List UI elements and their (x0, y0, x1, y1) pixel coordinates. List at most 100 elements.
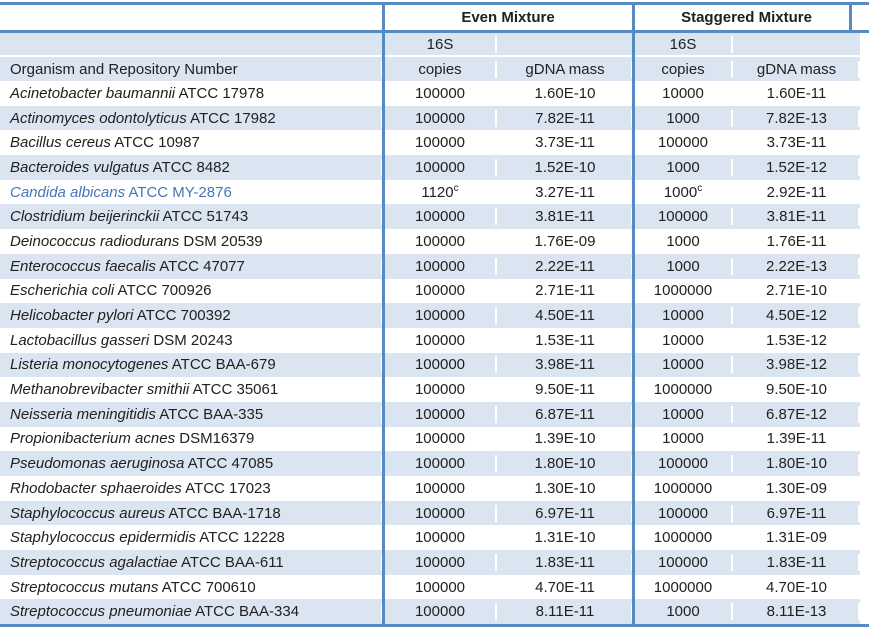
even-copies-cell: 100000 (414, 331, 466, 349)
organism-cell: Deinococcus radiodurans DSM 20539 (10, 232, 263, 250)
staggered-copies-label: copies (633, 61, 733, 78)
staggered-gdna-cell: 1.83E-11 (733, 554, 860, 571)
even-gdna-cell: 1.31E-10 (534, 529, 596, 547)
even-copies-label: copies (383, 61, 497, 78)
staggered-gdna-cell: 2.71E-10 (766, 282, 827, 300)
group-header-even: Even Mixture (461, 9, 555, 26)
even-copies-cell: 100000 (383, 258, 497, 275)
organism-cell: Escherichia coli ATCC 700926 (10, 282, 212, 300)
even-gdna-cell: 2.71E-11 (535, 282, 595, 300)
staggered-gdna-cell: 3.81E-11 (733, 208, 860, 225)
organism-name: Escherichia coli (10, 282, 115, 300)
even-copies-cell: 100000 (414, 282, 466, 300)
staggered-copies-cell: 10000 (662, 331, 704, 349)
organism-name: Deinococcus radiodurans (10, 232, 180, 250)
even-gdna-cell: 1.53E-11 (535, 331, 595, 349)
staggered-copies-cell: 1000c (663, 182, 703, 201)
organism-name: Streptococcus pneumoniae (10, 603, 192, 621)
organism-cell: Enterococcus faecalis ATCC 47077 (0, 258, 383, 275)
organism-cell: Lactobacillus gasseri DSM 20243 (10, 331, 233, 349)
organism-name: Staphylococcus epidermidis (10, 529, 196, 547)
table-row: Bacillus cereus ATCC 10987 100000 3.73E-11… (0, 130, 860, 155)
even-copies-cell: 100000 (383, 208, 497, 225)
organism-cell: Pseudomonas aeruginosa ATCC 47085 (0, 455, 383, 472)
organism-name: Clostridium beijerinckii (10, 208, 160, 226)
even-copies-cell: 1120c (421, 182, 459, 201)
table-row: Escherichia coli ATCC 700926 100000 2.71E-… (0, 279, 860, 304)
even-gdna-cell: 1.39E-10 (534, 430, 596, 448)
subheader-block: 16S 16S Organism and Repository Number c… (0, 33, 860, 81)
staggered-gdna-cell: 1.39E-11 (766, 430, 827, 448)
organism-cell: Staphylococcus aureus ATCC BAA-1718 (0, 505, 383, 522)
organism-name: Staphylococcus aureus (10, 504, 166, 522)
even-copies-cell: 100000 (383, 455, 497, 472)
staggered-copies-cell: 10000 (633, 406, 733, 423)
organism-name: Acinetobacter baumannii (10, 84, 176, 102)
even-gdna-cell: 1.30E-10 (534, 479, 596, 497)
subheader-line-1: 16S 16S (0, 33, 860, 55)
even-gdna-cell: 3.98E-11 (497, 356, 633, 373)
staggered-gdna-cell: 8.11E-13 (733, 603, 860, 620)
organism-name: Actinomyces odontolyticus (10, 109, 187, 127)
staggered-copies-cell: 1000000 (653, 479, 713, 497)
staggered-copies-cell: 100000 (633, 208, 733, 225)
subheader-line-2: Organism and Repository Number copies gD… (0, 57, 860, 81)
table-row: Pseudomonas aeruginosa ATCC 47085 100000 1… (0, 451, 860, 476)
even-16s-label: 16S (383, 36, 497, 53)
staggered-gdna-cell: 4.70E-10 (766, 578, 827, 596)
even-gdna-cell: 4.50E-11 (497, 307, 633, 324)
even-copies-cell: 100000 (414, 84, 466, 102)
even-copies-cell: 100000 (383, 159, 497, 176)
organism-cell: Bacteroides vulgatus ATCC 8482 (0, 159, 383, 176)
even-gdna-cell: 1.60E-10 (534, 84, 596, 102)
organism-cell: Neisseria meningitidis ATCC BAA-335 (0, 406, 383, 423)
organism-name: Propionibacterium acnes (10, 430, 176, 448)
footnote-marker: c (697, 182, 703, 194)
staggered-copies-cell: 100000 (633, 505, 733, 522)
staggered-copies-cell: 1000000 (653, 282, 713, 300)
organism-cell: Acinetobacter baumannii ATCC 17978 (10, 84, 265, 102)
even-copies-cell: 100000 (414, 430, 466, 448)
organism-cell: Actinomyces odontolyticus ATCC 17982 (0, 110, 383, 127)
staggered-gdna-cell: 1.60E-11 (766, 84, 827, 102)
staggered-gdna-cell: 2.22E-13 (733, 258, 860, 275)
even-copies-cell: 100000 (383, 110, 497, 127)
table-row: Bacteroides vulgatus ATCC 8482 100000 1.52… (0, 155, 860, 180)
organism-cell: Streptococcus agalactiae ATCC BAA-611 (0, 554, 383, 571)
organism-cell: Propionibacterium acnes DSM16379 (10, 430, 255, 448)
staggered-gdna-label: gDNA mass (733, 61, 860, 78)
staggered-gdna-cell: 1.53E-12 (766, 331, 827, 349)
even-gdna-cell: 3.27E-11 (535, 183, 595, 201)
staggered-gdna-cell: 1.76E-11 (766, 232, 827, 250)
even-copies-cell: 100000 (414, 232, 466, 250)
staggered-copies-cell: 1000 (633, 110, 733, 127)
staggered-gdna-cell: 1.30E-09 (766, 479, 827, 497)
table-row: Methanobrevibacter smithii ATCC 35061 100… (0, 377, 860, 402)
organism-cell: Helicobacter pylori ATCC 700392 (0, 307, 383, 324)
staggered-gdna-cell: 1.31E-09 (766, 529, 827, 547)
organism-cell: Candida albicans ATCC MY-2876 (10, 183, 232, 201)
table-row: Neisseria meningitidis ATCC BAA-335 10000… (0, 401, 860, 427)
table-bottom-border (0, 624, 869, 628)
even-gdna-cell: 9.50E-11 (535, 381, 595, 399)
even-gdna-cell: 2.22E-11 (497, 258, 633, 275)
footnote-marker: c (453, 182, 459, 194)
staggered-copies-cell: 1000 (633, 603, 733, 620)
staggered-copies-cell: 1000 (633, 258, 733, 275)
even-gdna-label: gDNA mass (497, 61, 633, 78)
staggered-copies-cell: 10000 (633, 307, 733, 324)
even-gdna-cell: 3.73E-11 (535, 134, 595, 152)
staggered-copies-cell: 1000 (633, 159, 733, 176)
staggered-copies-cell: 10000 (662, 84, 704, 102)
even-copies-cell: 100000 (383, 554, 497, 571)
table-row: Lactobacillus gasseri DSM 20243 100000 1.5… (0, 328, 860, 353)
staggered-gdna-cell: 9.50E-10 (766, 381, 827, 399)
even-gdna-cell: 8.11E-11 (497, 603, 633, 620)
table-row: Clostridium beijerinckii ATCC 51743 10000… (0, 204, 860, 230)
organism-cell: Bacillus cereus ATCC 10987 (10, 134, 200, 152)
subheader-separator (0, 55, 860, 57)
organism-cell: Methanobrevibacter smithii ATCC 35061 (10, 381, 279, 399)
table-row: Staphylococcus aureus ATCC BAA-1718 10000… (0, 500, 860, 526)
table-row: Listeria monocytogenes ATCC BAA-679 10000… (0, 352, 860, 378)
organism-name: Lactobacillus gasseri (10, 331, 150, 349)
